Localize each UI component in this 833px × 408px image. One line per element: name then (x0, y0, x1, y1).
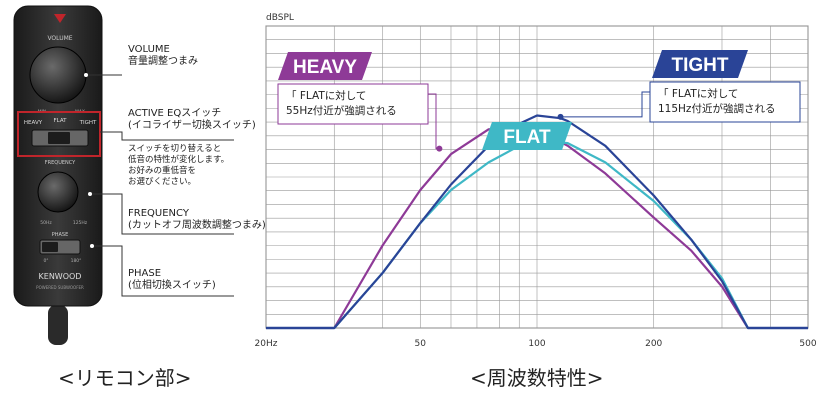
remote-caption: <リモコン部> (58, 366, 192, 390)
remote-illustration: VOLUME MIN MAX HEAVY FLAT TIGHT FREQUENC… (13, 5, 234, 345)
annotation-volume-sub: 音量調整つまみ (128, 56, 198, 67)
remote-cable (48, 305, 68, 345)
x-tick-label: 50 (415, 339, 427, 349)
x-tick-label: 200 (645, 339, 662, 349)
leader-volume-dot (84, 73, 88, 77)
remote-frequency-text: FREQUENCY (45, 160, 76, 166)
callout-point (436, 145, 443, 152)
callout-text: 115Hz付近が強調される (658, 102, 775, 115)
x-tick-label: 20Hz (255, 339, 278, 349)
label-text-flat: FLAT (503, 127, 551, 148)
frequency-knob[interactable] (37, 171, 79, 213)
x-tick-label: 500 (799, 339, 816, 349)
annotation-volume: VOLUME 音量調整つまみ (128, 44, 198, 68)
annotation-frequency-sub: (カットオフ周波数調整つまみ) (128, 220, 266, 231)
annotation-volume-title: VOLUME (128, 44, 170, 55)
phase-mini-0: 0° (43, 258, 48, 264)
eq-note-line-3: お好みの重低音を (128, 166, 197, 176)
brand-logo: KENWOOD (39, 272, 82, 281)
label-text-heavy: HEAVY (293, 57, 357, 78)
frequency-chart-svg: dBSPL 20Hz 50 100 200 500 HEAVY FLAT TIGHT 「 FLAT… (255, 13, 817, 349)
leader-phase-dot (90, 244, 94, 248)
eq-switch-slider[interactable] (48, 132, 70, 144)
eq-heavy-text: HEAVY (24, 120, 43, 126)
eq-note-line-2: 低音の特性が変化します。 (128, 155, 230, 165)
label-banner-flat (482, 122, 572, 150)
phase-mini-180: 180° (71, 258, 82, 264)
callout-text: 55Hz付近が強調される (286, 104, 397, 117)
callout-box (649, 81, 801, 123)
freq-mini-low: 50Hz (40, 220, 52, 226)
callout-text: 「 FLATに対して (658, 87, 738, 100)
eq-flat-text: FLAT (53, 118, 67, 124)
annotation-frequency-title: FREQUENCY (128, 208, 189, 219)
x-tick-label: 100 (528, 339, 545, 349)
chart-caption: <周波数特性> (470, 366, 604, 390)
callout-leader (560, 91, 650, 118)
annotation-eq-sub: (イコライザー切換スイッチ) (128, 120, 256, 131)
leader-frequency (88, 193, 234, 235)
remote-panel: VOLUME MIN MAX HEAVY FLAT TIGHT FREQUENC… (0, 0, 266, 345)
annotation-eq-title: ACTIVE EQスイッチ (128, 108, 222, 119)
freq-mini-high: 125Hz (73, 220, 88, 226)
annotation-phase-title: PHASE (128, 268, 162, 279)
leader-frequency-dot (88, 192, 92, 196)
eq-note-line-1: スイッチを切り替えると (128, 144, 222, 154)
remote-volume-text: VOLUME (47, 35, 72, 42)
callout-box (277, 83, 429, 125)
annotation-phase-sub: (位相切換スイッチ) (128, 280, 216, 291)
eq-frame (17, 111, 101, 157)
label-banner-heavy (278, 52, 372, 80)
remote-phase-text: PHASE (52, 232, 69, 238)
label-text-tight: TIGHT (672, 55, 729, 76)
annotation-phase: PHASE (位相切換スイッチ) (128, 268, 216, 292)
y-axis-label: dBSPL (266, 13, 294, 23)
indicator-icon (54, 14, 66, 23)
phase-switch-slider[interactable] (42, 242, 58, 252)
annotation-frequency: FREQUENCY (カットオフ周波数調整つまみ) (128, 208, 266, 232)
leader-phase (90, 245, 234, 297)
callout-point (557, 113, 564, 120)
callout-text: 「 FLATに対して (286, 89, 366, 102)
frequency-chart: dBSPL 20Hz 50 100 200 500 HEAVY FLAT TIGHT 「 FLAT… (252, 6, 833, 350)
volume-knob[interactable] (29, 46, 87, 104)
leader-eq (100, 131, 234, 141)
eq-note-line-4: お選びください。 (128, 177, 197, 187)
eq-tight-text: TIGHT (79, 120, 97, 126)
annotation-eq-note: スイッチを切り替えると 低音の特性が変化します。 お好みの重低音を お選びくださ… (128, 144, 229, 188)
annotation-eq: ACTIVE EQスイッチ (イコライザー切換スイッチ) (128, 108, 256, 132)
model-text: POWERED SUBWOOFER (36, 285, 84, 290)
label-banner-tight (652, 50, 748, 78)
